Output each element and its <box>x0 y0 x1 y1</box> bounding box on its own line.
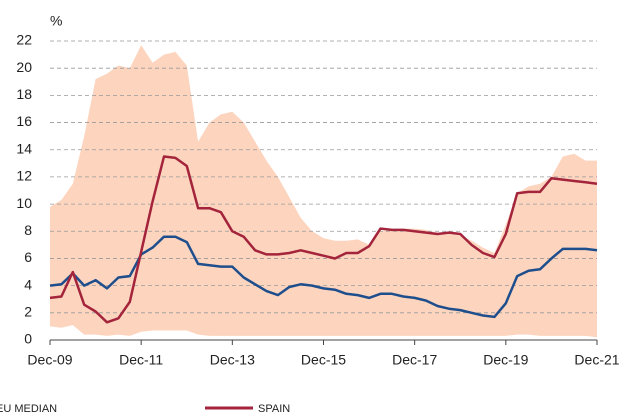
x-tick-label: Dec-11 <box>119 352 163 368</box>
y-tick-label: 8 <box>24 222 32 238</box>
y-tick-label: 20 <box>16 59 32 75</box>
y-tick-label: 12 <box>16 168 32 184</box>
x-tick-label: Dec-15 <box>301 352 346 368</box>
x-tick-label: Dec-21 <box>574 352 619 368</box>
y-tick-label: 16 <box>16 113 32 129</box>
x-tick-label: Dec-17 <box>392 352 437 368</box>
legend-label: EU MEDIAN <box>0 403 57 415</box>
x-tick-label: Dec-19 <box>483 352 528 368</box>
y-tick-label: 0 <box>24 331 32 347</box>
y-tick-label: 4 <box>24 276 32 292</box>
y-tick-label: 10 <box>16 195 32 211</box>
x-tick-label: Dec-09 <box>27 352 72 368</box>
legend-label: SPAIN <box>258 403 290 415</box>
y-tick-label: 14 <box>16 140 32 156</box>
y-tick-label: 22 <box>16 32 32 48</box>
y-tick-label: 18 <box>16 86 32 102</box>
x-tick-label: Dec-13 <box>210 352 255 368</box>
y-tick-label: 6 <box>24 249 32 265</box>
series-line <box>49 155 598 324</box>
y-tick-label: 2 <box>24 304 32 320</box>
y-unit-label: % <box>50 13 62 29</box>
range-band <box>50 45 597 338</box>
